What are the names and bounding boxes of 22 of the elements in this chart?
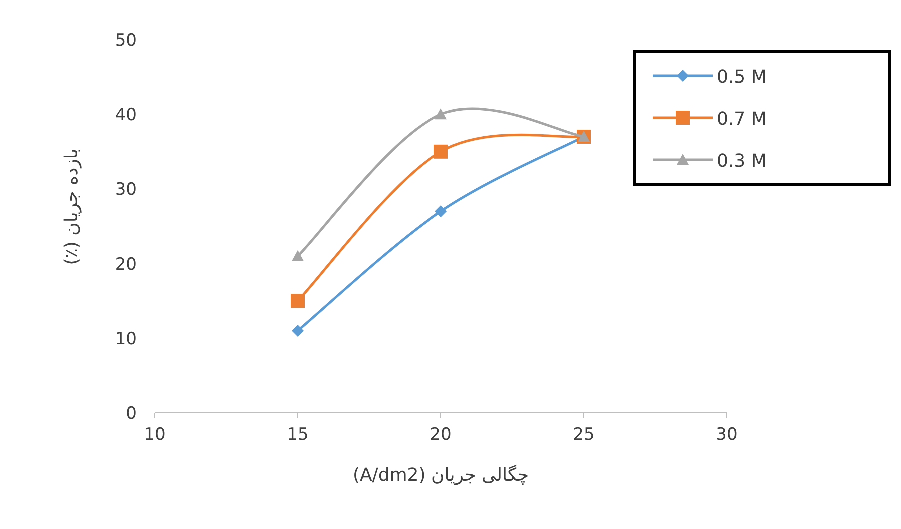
point [292, 250, 304, 262]
y-axis-title: بازده جریان (٪) [62, 148, 82, 265]
y-tick-label: 40 [115, 106, 137, 126]
legend-label: 0.5 M [717, 67, 767, 88]
y-tick-label: 10 [115, 329, 137, 350]
point [435, 206, 447, 218]
y-tick-label: 0 [126, 404, 137, 424]
x-tick-label: 15 [287, 425, 309, 445]
legend-label: 0.3 M [717, 151, 767, 172]
point [292, 324, 304, 337]
x-tick-label: 25 [573, 425, 595, 445]
y-tick-label: 20 [115, 254, 137, 275]
x-axis-title: چگالی جریان (A/dm2) [352, 464, 530, 486]
x-tick-label: 20 [430, 425, 452, 445]
y-tick-label: 50 [115, 31, 137, 51]
point [291, 294, 305, 308]
legend-label: 0.7 M [717, 109, 767, 130]
point [434, 144, 448, 159]
x-tick-label: 30 [716, 425, 738, 445]
point [435, 108, 447, 120]
x-tick-label: 10 [144, 425, 166, 445]
y-tick-label: 30 [115, 180, 137, 200]
